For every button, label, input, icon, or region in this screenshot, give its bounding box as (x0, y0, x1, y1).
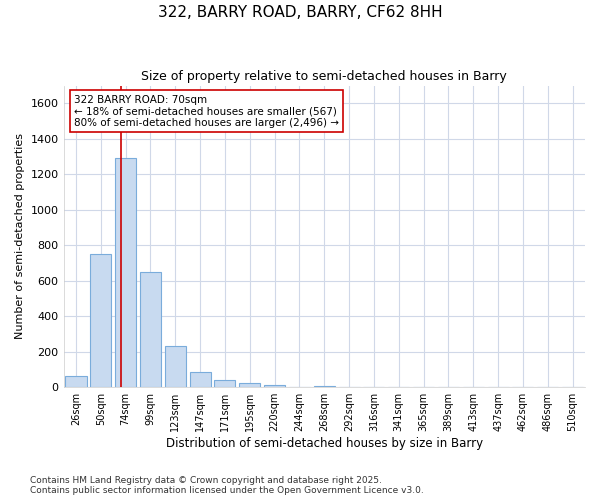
Bar (264, 384, 285, 387)
Bar (190, 372, 211, 387)
Text: Contains HM Land Registry data © Crown copyright and database right 2025.
Contai: Contains HM Land Registry data © Crown c… (30, 476, 424, 495)
Text: 322, BARRY ROAD, BARRY, CF62 8HH: 322, BARRY ROAD, BARRY, CF62 8HH (158, 5, 442, 20)
Bar (165, 346, 186, 387)
Y-axis label: Number of semi-detached properties: Number of semi-detached properties (15, 134, 25, 340)
Bar (90, 254, 112, 387)
Title: Size of property relative to semi-detached houses in Barry: Size of property relative to semi-detach… (142, 70, 507, 83)
Text: 322 BARRY ROAD: 70sqm
← 18% of semi-detached houses are smaller (567)
80% of sem: 322 BARRY ROAD: 70sqm ← 18% of semi-deta… (74, 94, 339, 128)
Bar (140, 272, 161, 387)
Bar (314, 386, 335, 387)
Bar (214, 380, 235, 387)
Bar (115, 158, 136, 387)
Bar (239, 383, 260, 387)
Bar (65, 376, 86, 387)
X-axis label: Distribution of semi-detached houses by size in Barry: Distribution of semi-detached houses by … (166, 437, 483, 450)
